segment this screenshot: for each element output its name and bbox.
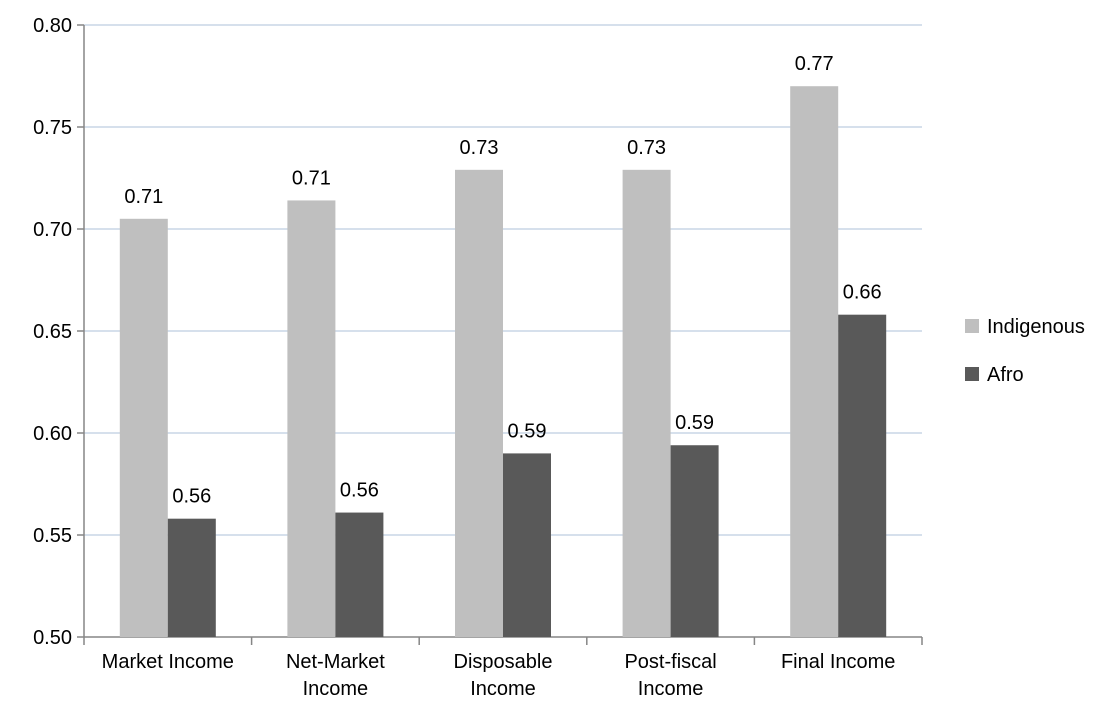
x-category-label: Post-fiscal [624,651,716,673]
data-label: 0.59 [675,412,714,434]
y-tick-label: 0.80 [33,15,72,37]
data-label: 0.56 [340,480,379,502]
x-category-label: Income [303,678,369,700]
data-label: 0.77 [795,53,834,75]
x-category-label: Final Income [781,651,896,673]
x-category-label: Net-Market [286,651,385,673]
data-label: 0.73 [627,137,666,159]
bar-afro-0 [167,518,216,637]
y-tick-label: 0.50 [33,627,72,649]
legend-label-afro: Afro [987,364,1024,386]
bar-indigenous-4 [790,86,839,637]
legend-swatch-afro [965,367,979,381]
data-label: 0.73 [460,137,499,159]
y-tick-label: 0.65 [33,321,72,343]
bar-afro-1 [335,512,384,637]
data-label: 0.66 [843,282,882,304]
bar-indigenous-3 [622,169,671,637]
x-category-label: Disposable [454,651,553,673]
y-tick-label: 0.60 [33,423,72,445]
bar-indigenous-1 [287,200,336,637]
bar-indigenous-2 [455,169,503,637]
data-label: 0.71 [292,167,331,189]
y-tick-label: 0.55 [33,525,72,547]
data-label: 0.59 [508,420,547,442]
bar-afro-2 [503,453,551,637]
bar-afro-3 [670,445,719,637]
bar-afro-4 [838,314,887,637]
x-category-label: Income [638,678,704,700]
legend-label-indigenous: Indigenous [987,316,1085,338]
x-category-label: Income [470,678,536,700]
data-label: 0.56 [172,486,211,508]
data-label: 0.71 [124,186,163,208]
y-tick-label: 0.75 [33,117,72,139]
legend-swatch-indigenous [965,319,979,333]
bar-indigenous-0 [119,218,168,638]
y-tick-label: 0.70 [33,219,72,241]
x-category-label: Market Income [102,651,234,673]
